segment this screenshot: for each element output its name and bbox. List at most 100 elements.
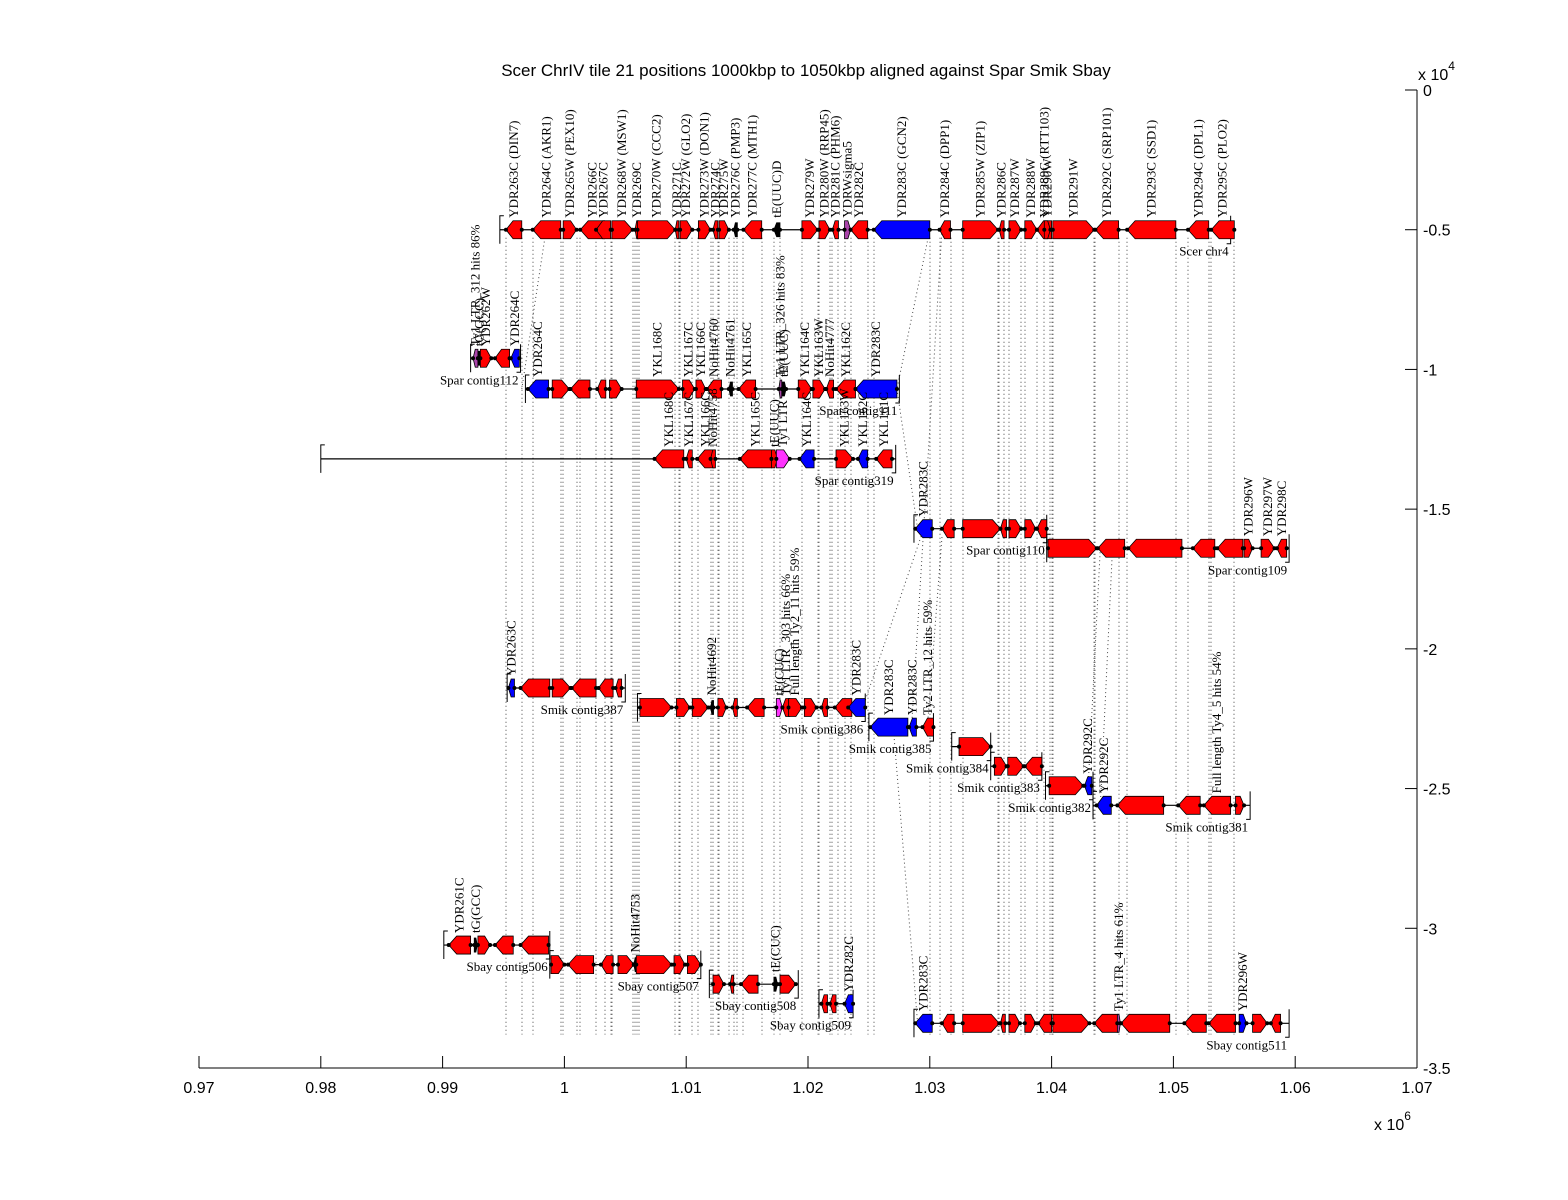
gene-boundary-dot bbox=[960, 227, 965, 232]
gene-arrow bbox=[479, 348, 492, 368]
contig-label: Spar contig111 bbox=[819, 403, 897, 418]
track: Ty1 LTR_312 hits 86%tG(GCC)YDR262W YDR264… bbox=[440, 224, 522, 387]
gene-boundary-dot bbox=[652, 456, 657, 461]
gene-arrow bbox=[609, 379, 623, 399]
gene-label: YKL163W bbox=[811, 318, 826, 377]
gene-label: YDR296W bbox=[1240, 476, 1255, 536]
gene-boundary-dot bbox=[717, 227, 722, 232]
gene-label: YDR283C bbox=[905, 659, 920, 715]
gene-arrow bbox=[1127, 538, 1183, 558]
contig-start-bracket bbox=[818, 989, 823, 1018]
contig-label: Sbay contig508 bbox=[715, 998, 796, 1013]
gene-label: YDR289C (RTT103) bbox=[1036, 107, 1051, 218]
gene-arrow bbox=[962, 1013, 1000, 1033]
contig-label: Sbay contig509 bbox=[770, 1018, 851, 1033]
gene-label: NoHit4692 bbox=[704, 637, 719, 696]
gene-boundary-dot bbox=[1268, 1021, 1273, 1026]
gene-boundary-dot bbox=[468, 943, 473, 948]
gene-boundary-dot bbox=[853, 386, 858, 391]
gene-boundary-dot bbox=[549, 962, 554, 967]
gene-boundary-dot bbox=[724, 705, 729, 710]
gene-boundary-dot bbox=[546, 386, 551, 391]
gene-label: YDR284C (DPP1) bbox=[937, 120, 952, 218]
contig-start-bracket bbox=[1045, 771, 1050, 800]
gene-label: YDR276C (PMP3) bbox=[728, 118, 743, 218]
gene-boundary-dot bbox=[830, 227, 835, 232]
contig-start-bracket bbox=[320, 444, 325, 473]
gene-boundary-dot bbox=[1115, 803, 1120, 808]
gene-boundary-dot bbox=[825, 705, 830, 710]
gene-boundary-dot bbox=[530, 227, 535, 232]
gene-boundary-dot bbox=[827, 1001, 832, 1006]
gene-boundary-dot bbox=[1233, 803, 1238, 808]
gene-label: YDR264C (AKR1) bbox=[539, 116, 554, 217]
gene-boundary-dot bbox=[492, 943, 497, 948]
gene-boundary-dot bbox=[1017, 1021, 1022, 1026]
gene-arrow bbox=[1024, 220, 1038, 240]
gene-arrow bbox=[812, 379, 826, 399]
gene-label: Ty1 LTR_312 hits 86% bbox=[467, 224, 482, 346]
gene-boundary-dot bbox=[574, 227, 579, 232]
gene-label: Ty1 LTR bbox=[775, 400, 790, 447]
gene-boundary-dot bbox=[1190, 546, 1195, 551]
gene-boundary-dot bbox=[914, 725, 919, 730]
gene-boundary-dot bbox=[1228, 803, 1233, 808]
gene-boundary-dot bbox=[1019, 526, 1024, 531]
gene-boundary-dot bbox=[777, 982, 782, 987]
gene-boundary-dot bbox=[777, 227, 782, 232]
gene-boundary-dot bbox=[1115, 1021, 1120, 1026]
y-axis-ticks: 0 -0.5 -1 -1.5 -2 -2.5 -3 -3.5 bbox=[1405, 83, 1451, 1078]
gene-arrow bbox=[639, 698, 673, 717]
gene-boundary-dot bbox=[939, 1021, 944, 1026]
contig-label: Spar contig109 bbox=[1208, 562, 1287, 577]
gene-label: YDR270W (CCC2) bbox=[648, 114, 663, 217]
track: YDR282C Sbay contig509 bbox=[770, 936, 856, 1033]
gene-boundary-dot bbox=[561, 227, 566, 232]
gene-label: NoHit4758 bbox=[705, 388, 720, 447]
contig-start-bracket bbox=[708, 969, 714, 999]
contig-start-bracket bbox=[506, 673, 512, 702]
gene-arrow bbox=[1008, 220, 1022, 240]
track: NoHit4692 tE(CUC)Ty1 LTR_303 hits 66%Full… bbox=[636, 547, 868, 737]
gene-arrow bbox=[676, 698, 691, 717]
gene-boundary-dot bbox=[960, 1021, 965, 1026]
gene-boundary-dot bbox=[508, 356, 513, 361]
gene-boundary-dot bbox=[525, 386, 530, 391]
gene-boundary-dot bbox=[615, 962, 620, 967]
gene-label: YDR271C bbox=[669, 162, 684, 218]
gene-boundary-dot bbox=[851, 1001, 856, 1006]
gene-boundary-dot bbox=[780, 705, 785, 710]
contig-end-bracket bbox=[1285, 534, 1290, 563]
gene-boundary-dot bbox=[1036, 1021, 1041, 1026]
gene-label: YDR269C bbox=[629, 162, 644, 218]
gene-boundary-dot bbox=[1125, 227, 1130, 232]
gene-boundary-dot bbox=[920, 725, 925, 730]
gene-arrow bbox=[1052, 1013, 1090, 1033]
contig-end-bracket bbox=[895, 374, 900, 404]
gene-boundary-dot bbox=[611, 962, 616, 967]
gene-boundary-dot bbox=[471, 356, 476, 361]
gene-boundary-dot bbox=[1278, 1021, 1283, 1026]
track: YDR296W YDR297W YDR298C Spar contig109 bbox=[1045, 476, 1290, 577]
gene-boundary-dot bbox=[728, 982, 733, 987]
gene-label: YKL164C bbox=[799, 392, 814, 447]
contig-label: Smik contig386 bbox=[781, 722, 864, 737]
gene-boundary-dot bbox=[546, 943, 551, 948]
contig-start-bracket bbox=[951, 732, 956, 761]
gene-boundary-dot bbox=[635, 227, 640, 232]
contig-end-bracket bbox=[1246, 791, 1251, 820]
gene-boundary-dot bbox=[846, 705, 851, 710]
gene-boundary-dot bbox=[695, 456, 700, 461]
x-tick-label: 1.03 bbox=[914, 1080, 945, 1097]
gene-label: YKL165C bbox=[739, 322, 754, 377]
gene-label: YDR275W bbox=[716, 158, 731, 218]
gene-boundary-dot bbox=[776, 386, 781, 391]
gene-boundary-dot bbox=[952, 526, 957, 531]
gene-boundary-dot bbox=[931, 725, 936, 730]
gene-label: YDR283C bbox=[916, 461, 931, 517]
gene-boundary-dot bbox=[948, 227, 953, 232]
contig-link bbox=[521, 229, 547, 390]
gene-boundary-dot bbox=[836, 227, 841, 232]
gene-boundary-dot bbox=[1045, 546, 1050, 551]
gene-boundary-dot bbox=[587, 386, 592, 391]
